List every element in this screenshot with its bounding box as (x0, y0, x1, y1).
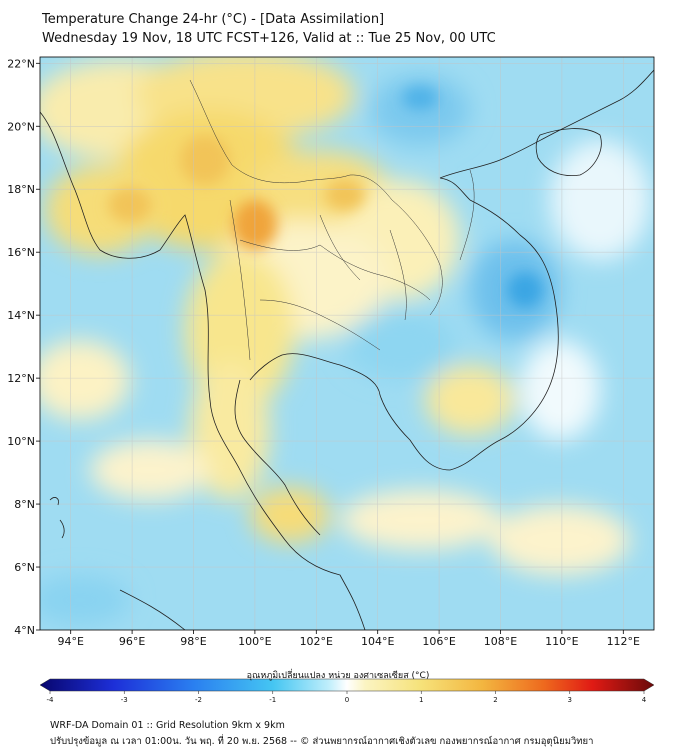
colorbar-tick-label: -1 (269, 696, 276, 704)
lat-label: 14°N (7, 309, 35, 322)
lon-label: 102°E (300, 635, 333, 648)
lat-label: 6°N (14, 561, 35, 574)
lat-label: 8°N (14, 498, 35, 511)
temperature-field (40, 57, 654, 630)
colorbar-tick-label: 2 (493, 696, 497, 704)
map-frame (39, 56, 655, 631)
lat-label: 20°N (7, 120, 35, 133)
lat-label: 18°N (7, 183, 35, 196)
colorbar-ticks: -4 -3 -2 -1 0 1 2 3 4 (47, 691, 647, 704)
lon-label: 94°E (57, 635, 83, 648)
lon-label: 100°E (238, 635, 271, 648)
admin-borders (189, 79, 475, 361)
lat-label: 22°N (7, 57, 35, 70)
colorbar-title: อุณหภูมิเปลี่ยนแปลง หน่วย องศาเซลเซียส (… (246, 671, 430, 681)
map-subtitle: Wednesday 19 Nov, 18 UTC FCST+126, Valid… (42, 31, 496, 46)
small-island (59, 519, 65, 539)
lon-label: 108°E (484, 635, 517, 648)
lon-label: 104°E (361, 635, 394, 648)
colorbar-tick-label: -3 (121, 696, 128, 704)
lat-label: 16°N (7, 246, 35, 259)
lat-label: 10°N (7, 435, 35, 448)
colorbar-tick-label: -4 (47, 696, 55, 704)
colorbar-tick-label: 4 (642, 696, 647, 704)
map-title: Temperature Change 24-hr (°C) - [Data As… (42, 12, 385, 27)
indochina-coastline (249, 177, 559, 471)
footer-model-info: WRF-DA Domain 01 :: Grid Resolution 9km … (50, 720, 285, 731)
colorbar-tick-label: 1 (419, 696, 423, 704)
lon-label: 110°E (545, 635, 578, 648)
lat-label: 12°N (7, 372, 35, 385)
lon-label: 96°E (119, 635, 145, 648)
axis-ticks: 94°E 96°E 98°E 100°E 102°E 104°E 106°E 108°E 110… (7, 57, 640, 648)
colorbar-tick-label: 3 (568, 696, 572, 704)
coastlines (40, 69, 654, 630)
colorbar-tick-label: -2 (195, 696, 202, 704)
colorbar-tick-label: 0 (345, 696, 349, 704)
lon-label: 98°E (180, 635, 206, 648)
footer-credit: ปรับปรุงข้อมูล ณ เวลา 01:00น. วัน พฤ. ที… (50, 736, 594, 747)
small-island (49, 497, 59, 506)
hainan-island (535, 128, 602, 177)
sumatra-coast (119, 589, 186, 630)
peninsula-east-coast (234, 379, 321, 536)
lon-label: 106°E (422, 635, 455, 648)
lon-label: 112°E (607, 635, 640, 648)
west-coastline (40, 111, 366, 630)
lat-label: 4°N (14, 624, 35, 637)
graticule (40, 57, 654, 630)
